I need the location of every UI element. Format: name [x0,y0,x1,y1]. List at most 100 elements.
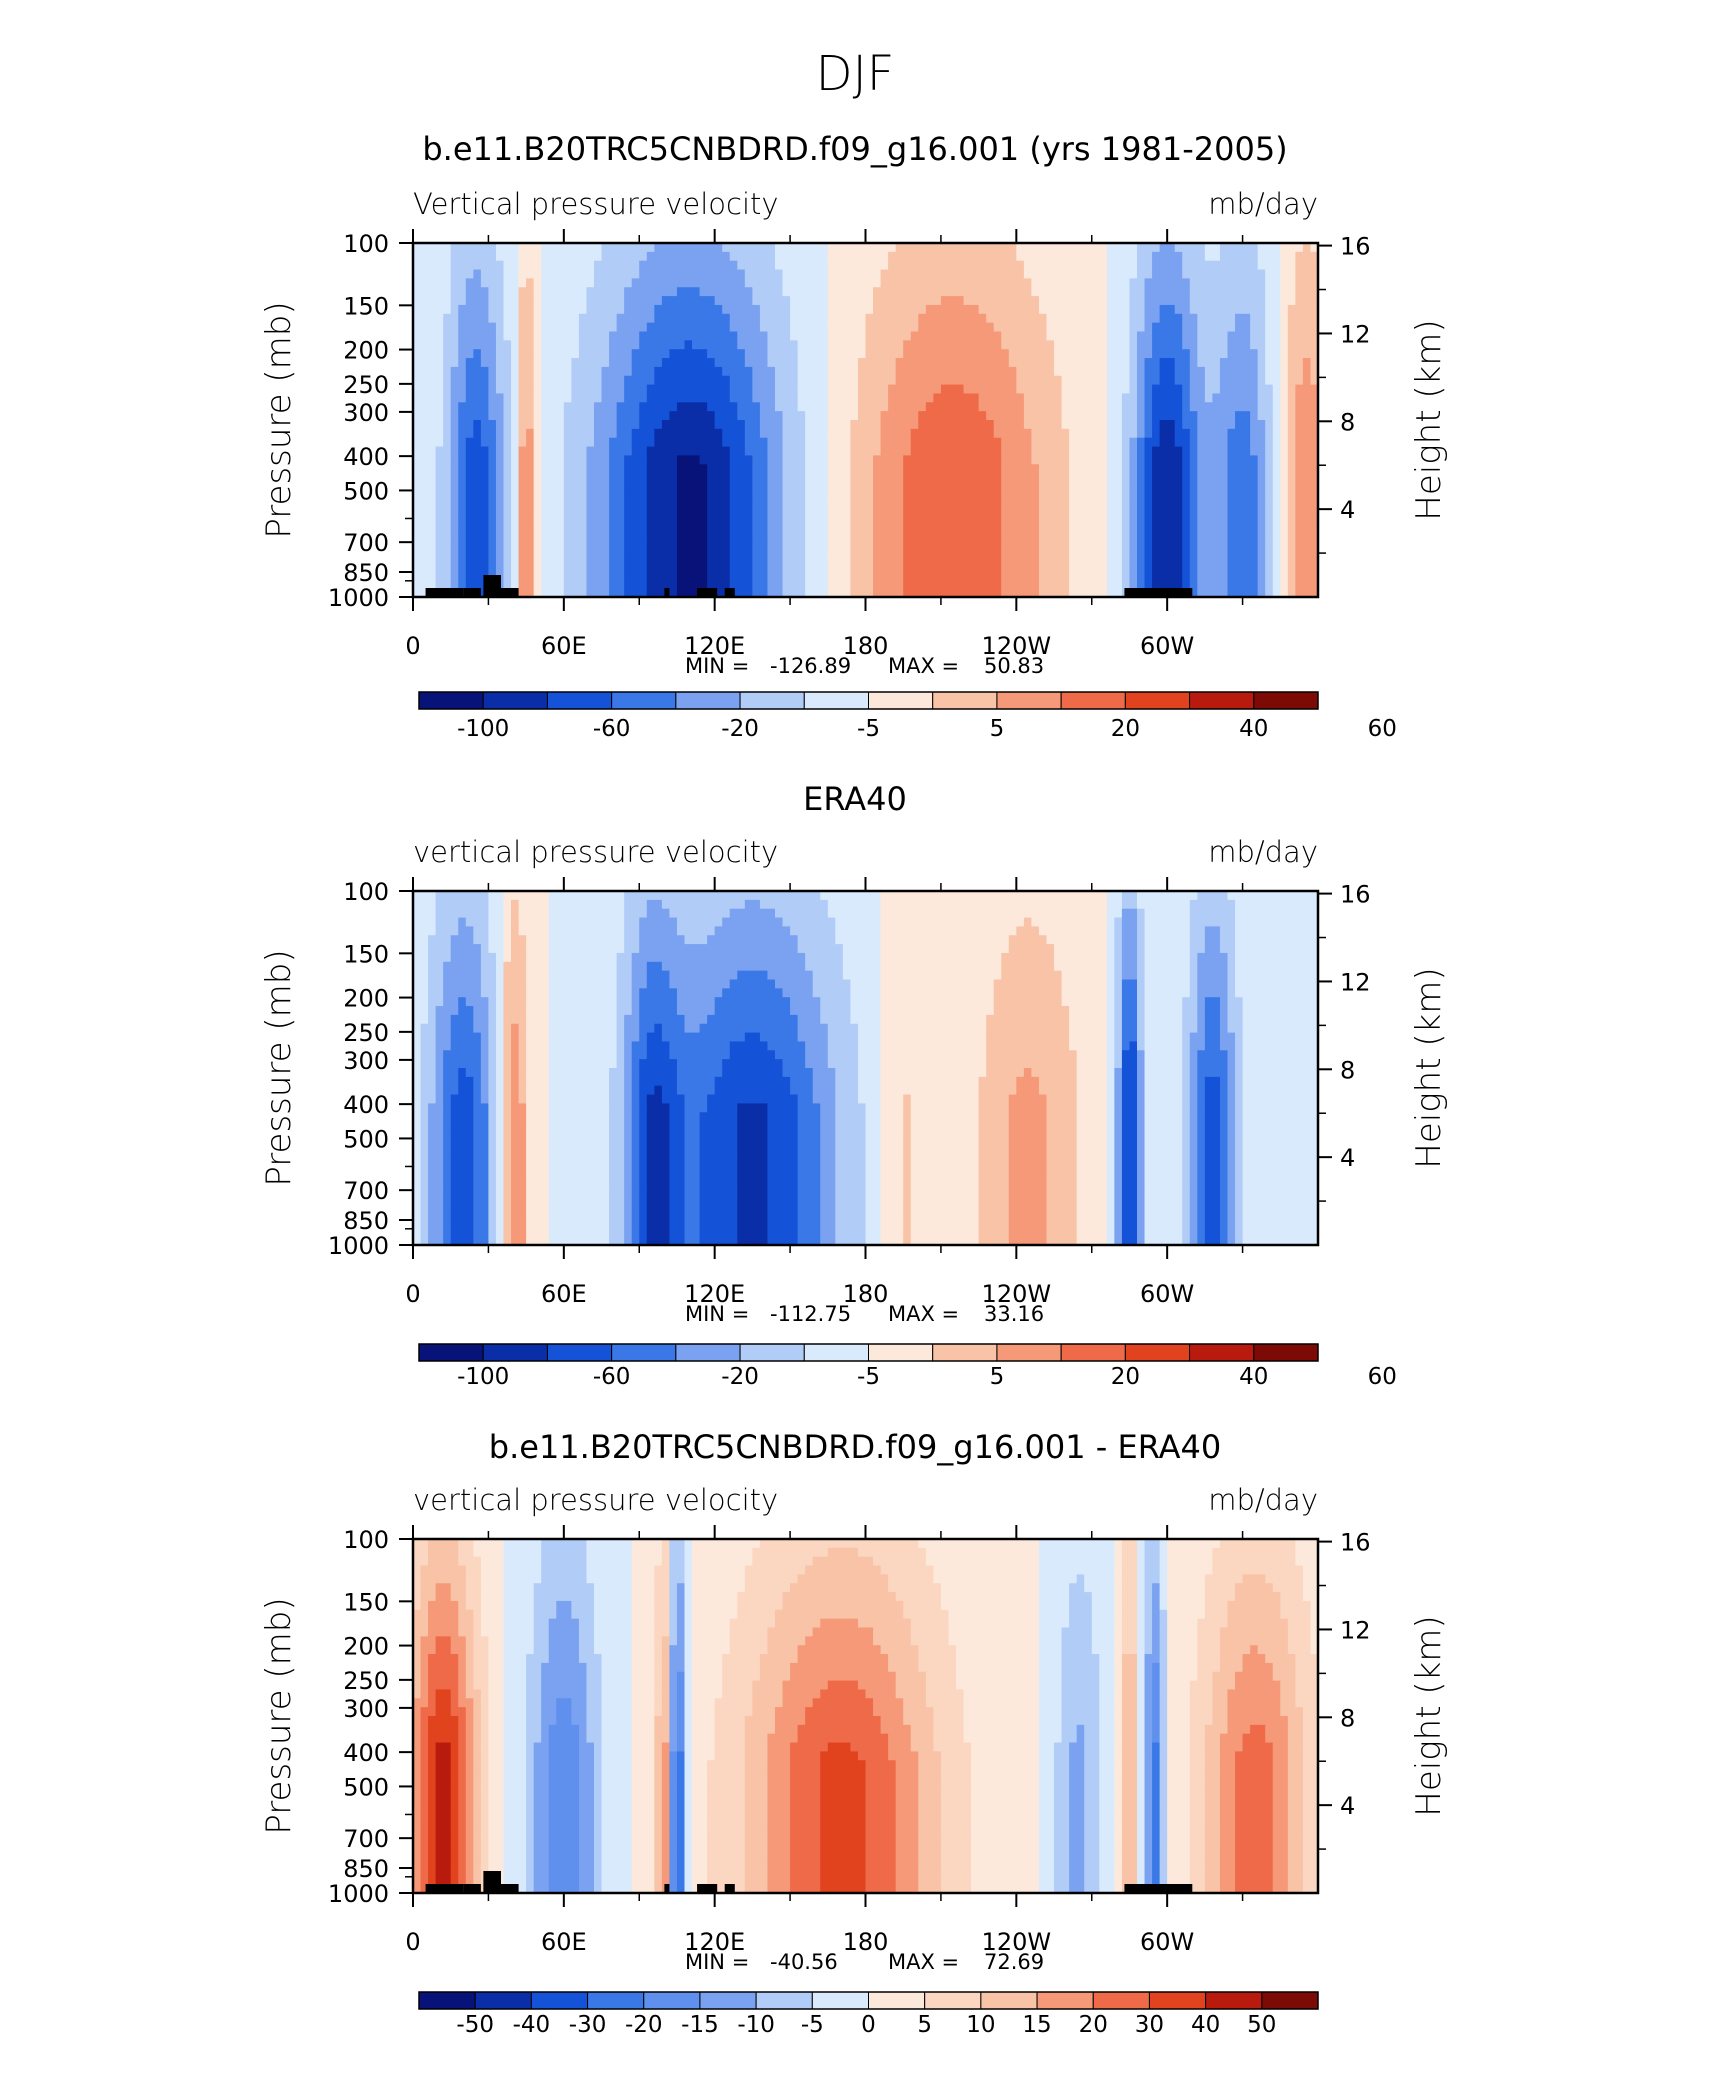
field-cell [842,526,852,536]
field-cell [986,499,995,510]
field-cell [1137,428,1146,439]
field-cell [616,535,625,545]
field-cell [495,473,505,483]
field-cell [631,428,640,439]
field-cell [654,517,663,527]
field-cell [1023,455,1033,465]
field-cell [842,535,852,545]
field-cell [1257,243,1266,253]
field-cell [1227,464,1236,474]
x-tick-label: 120E [684,632,745,660]
field-cell [420,1236,429,1245]
field-cell [835,570,844,580]
field-cell [420,979,429,989]
field-cell [1212,331,1221,341]
field-cell [873,543,882,554]
field-cell [443,437,452,448]
field-cell [541,243,550,253]
field-cell [1069,517,1078,527]
field-cell [609,243,618,253]
colorbar-box [611,691,677,710]
field-cell [563,304,572,315]
field-cell [888,508,897,518]
field-cell [1038,243,1048,253]
field-cell [714,393,723,403]
field-cell [458,375,467,386]
field-cell [714,287,723,297]
field-cell [503,278,512,288]
field-cell [443,446,452,456]
field-cell [1280,287,1289,297]
field-cell [790,322,799,333]
field-cell [933,473,942,483]
field-cell [895,375,904,386]
field-cell [880,570,889,580]
field-cell [1061,464,1070,474]
field-cell [925,313,934,324]
field-cell [480,517,490,527]
field-cell [722,535,731,545]
field-cell [488,411,497,421]
field-cell [956,322,965,333]
field-cell [850,535,859,545]
field-cell [413,979,422,989]
field-cell [759,543,769,554]
field-cell [1310,446,1318,456]
topography-block [483,575,501,597]
field-cell [857,420,867,430]
field-cell [775,313,784,324]
field-cell [903,384,912,395]
field-cell [948,464,957,474]
field-cell [1212,499,1221,510]
field-cell [692,278,701,288]
field-cell [1106,393,1115,403]
field-cell [729,296,738,306]
field-cell [541,313,550,324]
field-cell [495,243,505,253]
field-cell [1061,428,1070,439]
field-cell [744,526,753,536]
field-cell [888,535,897,545]
field-cell [1137,402,1146,412]
field-cell [511,490,520,501]
field-cell [842,278,852,288]
field-cell [737,278,746,288]
field-cell [1084,260,1093,271]
field-cell [692,322,701,333]
field-cell [1235,543,1244,554]
field-cell [737,428,746,439]
field-cell [1076,481,1085,492]
field-cell [450,278,459,288]
field-cell [699,375,708,386]
field-cell [495,526,505,536]
topography-block [1124,588,1193,597]
field-cell [413,1006,422,1016]
field-cell [465,446,474,456]
field-cell [865,287,874,297]
field-cell [714,535,723,545]
field-cell [1023,464,1033,474]
field-cell [1076,340,1085,350]
field-cell [857,313,867,324]
field-cell [1152,561,1161,572]
field-cell [925,543,934,554]
field-cell [578,331,588,341]
field-cell [790,269,799,279]
field-cell [1106,437,1115,448]
field-cell [865,366,874,377]
field-cell [707,508,716,518]
field-cell [571,588,580,597]
field-cell [812,499,821,510]
field-cell [971,340,980,350]
field-cell [699,296,708,306]
field-cell [1219,402,1229,412]
field-cell [1152,552,1161,563]
field-cell [1272,384,1281,395]
field-cell [458,561,467,572]
field-cell [684,358,693,368]
field-cell [639,499,648,510]
field-cell [993,428,1002,439]
field-cell [684,349,693,359]
field-cell [759,322,769,333]
field-cell [661,446,671,456]
